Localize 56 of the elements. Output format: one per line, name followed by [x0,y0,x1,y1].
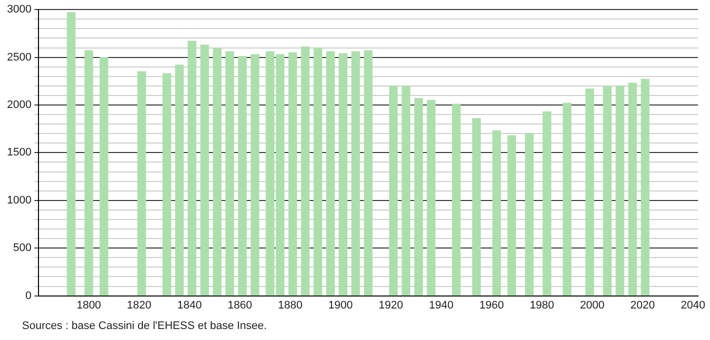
x-tick-label: 1820 [126,299,152,312]
x-tick-label: 2000 [580,299,605,312]
y-tick-label: 1000 [6,194,32,206]
x-tick-label: 1960 [479,299,504,312]
bar [326,51,335,296]
bar [84,50,94,296]
bar [414,98,423,296]
x-tick-label: 1920 [378,299,404,312]
bar [137,71,146,296]
bar [250,54,260,296]
bar [175,64,184,296]
bar [640,78,650,296]
bar [616,86,624,296]
x-tick-label: 1980 [530,299,554,312]
bar [542,111,552,296]
bar [188,40,196,296]
x-tick-label: 2040 [680,299,706,312]
bar [162,73,172,296]
source-note: Sources : base Cassini de l'EHESS et base Insee. [22,320,267,332]
bar [338,53,348,296]
bar [492,130,501,296]
bar [525,133,534,296]
x-tick-label: 1800 [76,299,102,312]
bar [100,56,108,296]
x-tick-label: 2020 [630,299,655,312]
bar [364,50,373,296]
bar [452,104,461,296]
bar [66,12,76,296]
y-tick-label: 3000 [6,4,32,16]
bar [288,52,298,296]
bar [628,82,637,296]
y-tick-label: 2500 [6,51,32,64]
bar [212,48,222,296]
y-tick-label: 500 [13,242,32,254]
bar [200,44,209,296]
x-tick-label: 1880 [278,299,302,312]
bar [314,47,322,296]
bar [426,100,436,296]
x-tick-label: 1840 [177,299,202,312]
y-tick-label: 1500 [6,146,32,159]
bar [402,86,410,296]
y-tick-label: 2000 [6,99,32,112]
bar [225,51,234,296]
bar [585,88,594,296]
bar [351,51,360,296]
bar [472,118,481,296]
bar [562,102,572,296]
bar [507,135,516,296]
x-tick-label: 1940 [428,299,454,312]
bar [300,46,310,296]
x-tick-label: 1860 [228,299,252,312]
y-tick-label: 0 [25,290,32,302]
bar [389,86,398,296]
x-tick-label: 1900 [328,299,353,312]
bar [238,56,247,296]
bar [603,86,612,296]
